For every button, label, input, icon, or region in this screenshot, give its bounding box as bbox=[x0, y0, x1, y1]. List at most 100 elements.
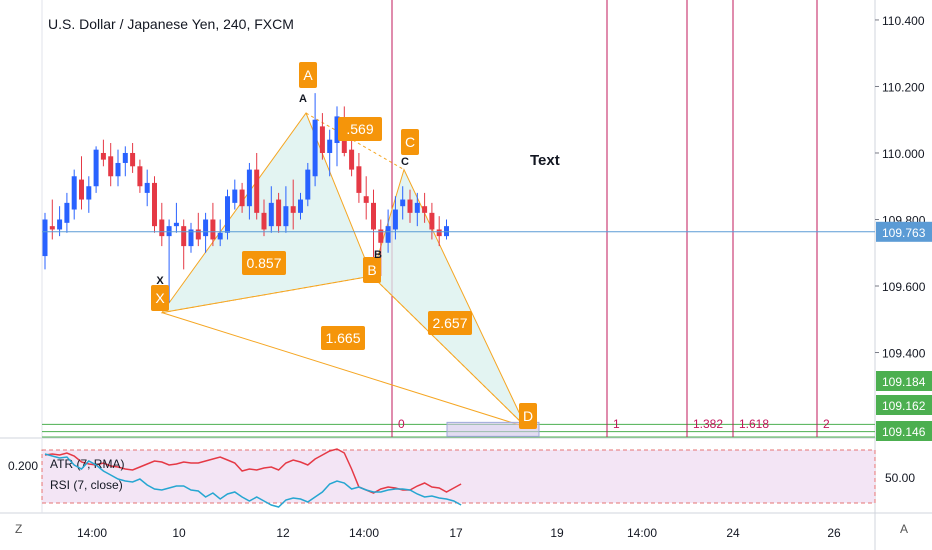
pattern-xd-line bbox=[161, 312, 527, 428]
pattern-xab-triangle bbox=[160, 112, 373, 314]
candle-body bbox=[429, 212, 435, 230]
price-tick-label: 110.000 bbox=[882, 147, 925, 161]
candle-body bbox=[71, 176, 77, 210]
fib-time-label: 0 bbox=[398, 417, 405, 431]
candle-body bbox=[79, 179, 84, 200]
time-tick-label: 14:00 bbox=[77, 526, 107, 540]
last-price-box bbox=[876, 221, 932, 242]
rsi-band bbox=[41, 449, 876, 504]
price-label-box bbox=[876, 421, 932, 441]
time-tick-label: 14:00 bbox=[627, 526, 657, 540]
indicator-legend: RSI (7, close) bbox=[50, 478, 123, 492]
indicator-right-scale: 50.00 bbox=[885, 471, 915, 485]
candle-body bbox=[422, 206, 428, 213]
candle-body bbox=[363, 196, 369, 203]
candle-body bbox=[414, 202, 420, 213]
time-tick-label: 14:00 bbox=[349, 526, 379, 540]
price-tick-label: 110.400 bbox=[882, 14, 925, 28]
pattern-ratio-box bbox=[242, 251, 286, 275]
pattern-point-box bbox=[151, 285, 169, 311]
pattern-point-letter: C bbox=[401, 156, 409, 168]
candle-body bbox=[210, 219, 216, 240]
fib-time-label: 1.382 bbox=[693, 417, 723, 431]
pattern-point-letter: X bbox=[156, 275, 164, 287]
time-tick-label: 26 bbox=[827, 526, 841, 540]
last-price-label: 109.763 bbox=[882, 226, 926, 240]
candle-body bbox=[130, 152, 136, 167]
pattern-point-box bbox=[401, 129, 419, 155]
time-tick-label: 10 bbox=[172, 526, 186, 540]
pattern-ratio-label: 1.665 bbox=[325, 330, 360, 346]
candle-body bbox=[290, 206, 296, 213]
price-label: 109.184 bbox=[882, 375, 926, 389]
candle-body bbox=[239, 189, 245, 207]
candle-body bbox=[152, 182, 157, 227]
price-tick-label: 110.200 bbox=[882, 80, 925, 94]
candle-body bbox=[400, 199, 406, 207]
price-label: 109.162 bbox=[882, 399, 926, 413]
prz-box bbox=[446, 421, 540, 437]
pattern-ratio-label: 0.857 bbox=[246, 255, 281, 271]
candle-body bbox=[159, 219, 165, 237]
candle-body bbox=[57, 219, 63, 230]
pattern-ratio-box bbox=[321, 326, 365, 350]
indicator-left-scale: 0.200 bbox=[8, 459, 38, 473]
price-label-box bbox=[876, 395, 932, 415]
candle-body bbox=[385, 226, 391, 243]
candle-body bbox=[86, 186, 92, 200]
pattern-point-label: C bbox=[405, 134, 415, 150]
pattern-point-label: X bbox=[155, 290, 165, 306]
pattern-ratio-label: .569 bbox=[346, 121, 373, 137]
candle-body bbox=[276, 199, 282, 227]
candle-body bbox=[93, 149, 99, 187]
time-tick-label: 19 bbox=[550, 526, 564, 540]
pattern-point-letter: B bbox=[374, 249, 382, 261]
candle-body bbox=[173, 222, 179, 227]
candle-body bbox=[356, 166, 362, 193]
candle-body bbox=[261, 212, 267, 230]
candle-body bbox=[115, 162, 121, 177]
pattern-point-box bbox=[519, 403, 537, 429]
candle-body bbox=[181, 226, 187, 247]
candle-body bbox=[392, 209, 398, 230]
fib-time-label: 2 bbox=[823, 417, 830, 431]
indicator-line-rsi bbox=[44, 453, 462, 508]
candle-body bbox=[319, 126, 325, 153]
auto-scale-button[interactable]: A bbox=[900, 522, 909, 536]
annotation-text: Text bbox=[530, 152, 560, 169]
time-tick-label: 17 bbox=[449, 526, 463, 540]
candle-body bbox=[144, 182, 150, 193]
price-label-box bbox=[876, 371, 932, 391]
pattern-point-box bbox=[299, 62, 317, 88]
pattern-point-label: B bbox=[367, 262, 376, 278]
candle-body bbox=[378, 229, 384, 243]
price-label: 109.146 bbox=[882, 425, 926, 439]
candle-body bbox=[166, 226, 172, 237]
pattern-point-letter: A bbox=[299, 93, 307, 105]
pattern-point-box bbox=[363, 257, 381, 283]
candle-body bbox=[225, 196, 230, 233]
candle-body bbox=[122, 152, 128, 163]
indicator-line-atr bbox=[44, 448, 462, 494]
candle-body bbox=[268, 202, 274, 227]
chart-title: U.S. Dollar / Japanese Yen, 240, FXCM bbox=[48, 16, 294, 32]
pattern-point-label: A bbox=[303, 67, 313, 83]
candle-body bbox=[407, 199, 413, 213]
indicator-legend: ATR (7, RMA) bbox=[50, 457, 124, 471]
zoom-button[interactable]: Z bbox=[15, 522, 23, 536]
candle-body bbox=[42, 219, 48, 257]
candle-body bbox=[371, 202, 376, 230]
candle-body bbox=[298, 199, 303, 213]
fib-time-label: 1 bbox=[613, 417, 620, 431]
time-tick-label: 24 bbox=[726, 526, 740, 540]
candle-body bbox=[203, 219, 209, 237]
candle-body bbox=[137, 166, 143, 187]
candle-body bbox=[195, 229, 201, 240]
time-tick-label: 12 bbox=[276, 526, 290, 540]
candle-body bbox=[349, 149, 355, 170]
candle-body bbox=[283, 206, 289, 227]
pattern-ratio-box bbox=[428, 311, 472, 335]
candle-body bbox=[188, 229, 194, 247]
candle-body bbox=[327, 139, 333, 153]
